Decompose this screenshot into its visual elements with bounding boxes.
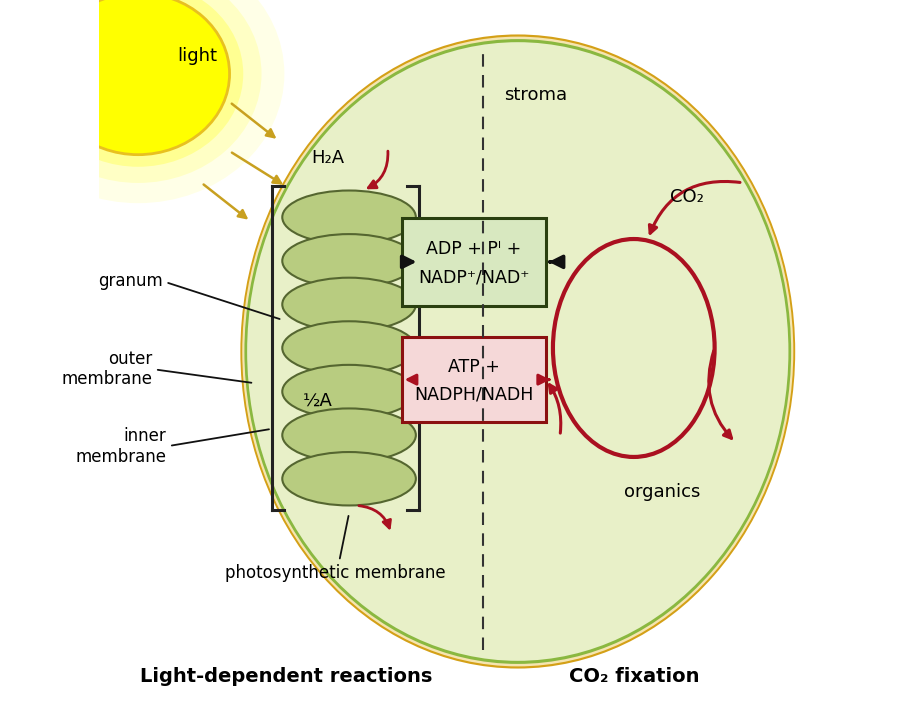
Ellipse shape — [240, 34, 796, 669]
Ellipse shape — [282, 365, 416, 418]
Ellipse shape — [247, 42, 788, 661]
Text: granum: granum — [98, 272, 280, 319]
Ellipse shape — [47, 0, 229, 155]
Ellipse shape — [244, 39, 791, 664]
Ellipse shape — [243, 37, 794, 666]
Text: H₂A: H₂A — [311, 149, 345, 167]
Text: ADP + Pᴵ +: ADP + Pᴵ + — [427, 240, 521, 258]
Text: stroma: stroma — [504, 86, 567, 104]
Text: photosynthetic membrane: photosynthetic membrane — [225, 516, 446, 582]
Ellipse shape — [282, 234, 416, 288]
Text: outer
membrane: outer membrane — [61, 349, 252, 389]
Text: light: light — [177, 47, 216, 65]
Text: Light-dependent reactions: Light-dependent reactions — [140, 666, 432, 686]
Text: organics: organics — [623, 483, 700, 501]
Text: CO₂: CO₂ — [669, 188, 704, 206]
Text: CO₂ fixation: CO₂ fixation — [568, 666, 699, 686]
Text: inner
membrane: inner membrane — [75, 427, 269, 466]
Ellipse shape — [282, 452, 416, 505]
Ellipse shape — [14, 0, 262, 183]
Ellipse shape — [47, 0, 229, 155]
Ellipse shape — [282, 321, 416, 375]
Text: NADP⁺/NAD⁺: NADP⁺/NAD⁺ — [419, 269, 529, 287]
Ellipse shape — [282, 278, 416, 331]
Ellipse shape — [0, 0, 284, 203]
Ellipse shape — [282, 191, 416, 244]
Text: ATP +: ATP + — [448, 358, 500, 376]
Text: ½A: ½A — [302, 392, 332, 410]
FancyBboxPatch shape — [401, 218, 546, 306]
Text: NADPH/NADH: NADPH/NADH — [414, 386, 534, 404]
Ellipse shape — [33, 0, 244, 167]
Ellipse shape — [282, 408, 416, 462]
FancyBboxPatch shape — [401, 337, 546, 422]
